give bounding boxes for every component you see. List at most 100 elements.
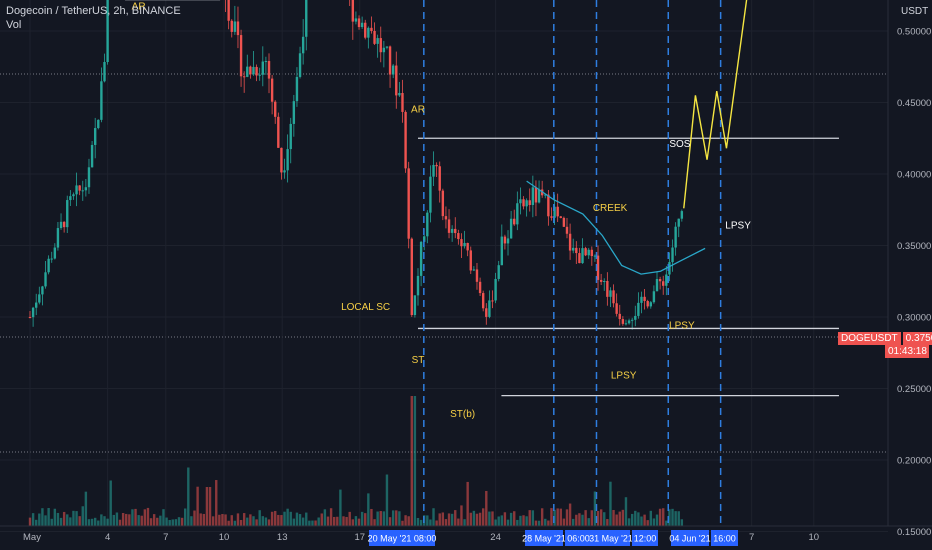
x-axis[interactable]: May 4 7 10 13 17 24 7 10 20 May '21 08:00 28 May '… [0,525,932,546]
date-tag-bg [565,530,592,546]
volume-indicator-label[interactable]: Vol [6,19,22,31]
volume-bar [270,511,274,526]
volume-bar [264,517,268,526]
candle-body [525,200,528,207]
volume-bar [345,516,348,526]
candle-body [367,27,370,38]
volume-bar [72,510,75,526]
candle-body [662,281,665,286]
volume-bar [382,511,386,526]
candle-body [513,218,516,225]
volume-bar [298,514,302,526]
date-tag: 06:00 [567,534,590,544]
volume-bar [93,517,97,526]
candle-body [469,250,472,271]
volume-bar [391,510,395,526]
volume-bar [435,520,438,526]
volume-bar [624,497,628,526]
volume-bar [457,518,460,526]
volume-bar [159,515,162,526]
chart-title[interactable]: Dogecoin / TetherUS, 2h, BINANCE [6,5,181,17]
volume-bar [609,481,612,526]
candle-body [615,303,618,314]
volume-bar [612,510,615,526]
volume-bar [168,520,171,526]
volume-bar [50,518,53,526]
volume-bar [227,520,230,526]
volume-bar [156,517,159,526]
candle-body [388,46,392,75]
x-tick-label: 4 [105,532,110,543]
candle-body [438,166,441,191]
volume-bar [404,515,407,526]
volume-bar [351,519,355,526]
candle-body [640,296,643,303]
candle-body [31,307,35,318]
volume-bar [410,396,413,526]
candle-body [494,278,497,301]
currency-label[interactable]: USDT [901,6,929,17]
volume-bar [320,513,323,526]
candle-body [233,21,237,32]
volume-bar [339,489,342,526]
volume-bar [360,511,364,526]
candle-body [485,308,488,317]
candle-body [376,38,379,44]
volume-bar [534,520,538,526]
wyckoff-annotation: ST(b) [450,409,475,420]
candle-body [395,65,398,96]
candle-body [463,242,466,247]
candle-body [391,65,395,75]
candle-body [596,255,600,280]
candle-body [419,241,423,276]
candle-body [236,21,240,36]
date-tag-bg [632,530,658,546]
wyckoff-annotation: SOS [669,139,690,150]
volume-bar [634,510,637,526]
candle-body [578,253,581,264]
candle-body [354,18,358,22]
volume-bar [544,518,547,526]
volume-bar [255,519,258,526]
candle-body [609,290,612,297]
candle-body [404,111,407,169]
candle-body [242,76,246,78]
volume-bar [485,490,488,526]
volume-bar [606,519,609,526]
candle-body [292,101,296,124]
candle-body [423,236,426,242]
volume-bar [128,514,131,526]
volume-bar [205,487,209,526]
volume-bar [152,514,156,526]
candle-body [426,212,429,237]
volume-bar [56,512,60,526]
volume-bar [401,520,404,526]
candle-body [87,167,91,188]
volume-bar [137,515,140,526]
candle-body [634,315,637,320]
candle-body [603,280,606,282]
candle-body [593,255,597,257]
volume-bar [584,510,587,526]
candle-body [78,185,81,191]
volume-bar [336,516,339,526]
volume-bar [354,516,358,526]
volume-bar [513,511,516,526]
candle-body [286,149,289,171]
volume-bar [497,516,500,526]
candle-body [53,247,57,259]
volume-bar [671,508,674,526]
volume-bar [75,511,78,526]
y-axis[interactable]: 0.800000.750000.700000.650000.600000.550… [887,0,931,538]
candle-body [301,36,305,54]
y-tick-label: 0.50000 [897,27,931,38]
wyckoff-annotation: AR [411,105,425,116]
volume-bar [575,514,578,526]
candle-body [627,320,631,324]
volume-bar [556,508,559,526]
wyckoff-annotation: LPSY [725,220,751,231]
candle-body [47,258,50,273]
volume-bar [590,510,594,526]
